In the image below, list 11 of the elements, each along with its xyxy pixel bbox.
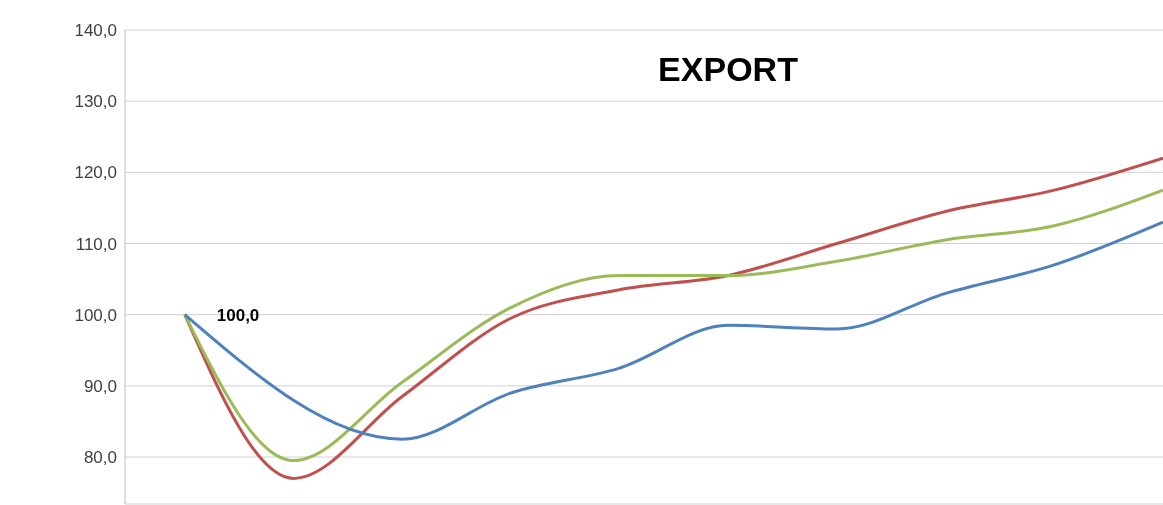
- y-tick-label: 120,0: [74, 163, 117, 183]
- y-tick-label: 80,0: [83, 448, 117, 468]
- line-series: [183, 220, 1163, 441]
- y-tick-label: 110,0: [75, 234, 117, 254]
- y-tick-label: 90,0: [83, 376, 117, 396]
- y-tick-label: 100,0: [74, 305, 117, 325]
- line-series: [183, 188, 1163, 463]
- y-tick-label: 130,0: [74, 92, 117, 112]
- y-tick-label: 140,0: [74, 21, 117, 41]
- data-label: 100,0: [216, 305, 260, 325]
- text: EXPORT: [657, 50, 799, 89]
